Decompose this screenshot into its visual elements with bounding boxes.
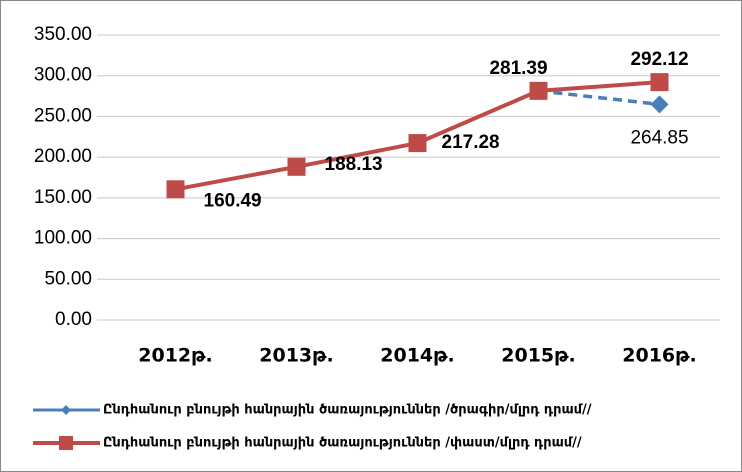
marker — [529, 81, 548, 100]
legend-marker — [59, 436, 73, 450]
x-tick-label: 2016թ. — [622, 345, 696, 367]
marker — [287, 157, 306, 176]
legend-label: Ընդհանուր բնույթի հանրային ծառայությունն… — [103, 403, 592, 418]
y-tick-label: 100.00 — [34, 228, 92, 249]
y-tick-label: 350.00 — [34, 24, 92, 45]
x-tick-label: 2015թ. — [501, 345, 575, 367]
y-tick-label: 200.00 — [34, 146, 92, 167]
marker — [650, 73, 669, 92]
marker — [408, 134, 427, 153]
marker — [650, 95, 669, 114]
y-tick-label: 150.00 — [34, 187, 92, 208]
y-tick-label: 250.00 — [34, 105, 92, 126]
data-label: 281.39 — [489, 58, 547, 79]
data-label: 160.49 — [204, 190, 262, 211]
y-tick-label: 300.00 — [34, 65, 92, 86]
y-tick-label: 50.00 — [44, 268, 92, 289]
data-label: 292.12 — [630, 49, 688, 70]
series-line — [538, 89, 660, 107]
marker — [166, 180, 185, 199]
y-tick-label: 0.00 — [55, 309, 92, 330]
data-label: 264.85 — [630, 127, 688, 148]
x-tick-label: 2012թ. — [138, 345, 212, 367]
legend-label: Ընդհանուր բնույթի հանրային ծառայությունն… — [103, 436, 582, 451]
data-label: 217.28 — [442, 132, 500, 153]
x-tick-label: 2013թ. — [259, 345, 333, 367]
x-tick-label: 2014թ. — [380, 345, 454, 367]
data-label: 188.13 — [325, 154, 383, 175]
legend-marker — [61, 405, 71, 415]
